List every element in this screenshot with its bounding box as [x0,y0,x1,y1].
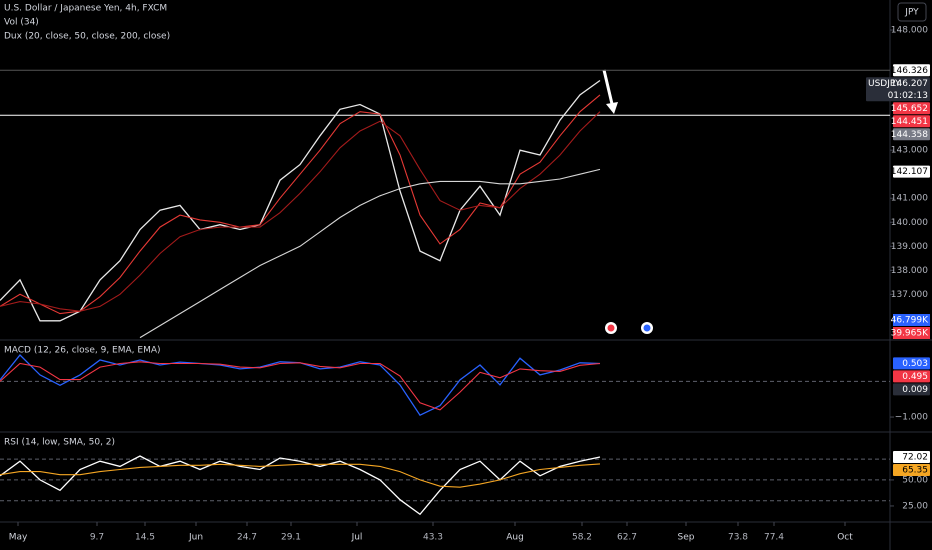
price-label-box [893,357,930,370]
volume-label-box [893,327,930,339]
event-icon[interactable] [605,322,617,334]
price-label-box [893,450,930,463]
y-tick-label: 148.000 [891,26,928,36]
price-label-text: 0.009 [902,385,928,395]
x-tick-label: 29.1 [281,533,301,543]
y-tick-label: 50.00 [902,475,928,485]
volume-label: 46.799K [891,316,929,326]
currency-label[interactable]: JPY [904,8,919,18]
x-tick-label: 43.3 [423,533,443,543]
price-label: 0.495 [893,370,930,383]
price-label-text: 146.207 [891,79,928,89]
arrow [602,69,618,114]
price-label: 144.358 [891,128,930,141]
currency-button[interactable] [897,2,927,22]
price-label-box [893,463,930,476]
price-label-text: 0.503 [902,359,928,369]
price-label-text: 0.495 [902,372,928,382]
x-tick-label: May [9,533,28,543]
countdown: 01:02:13 [888,91,928,101]
indicator-label: Vol (34) [4,18,39,28]
price-label-text: 144.451 [891,117,928,127]
price-label: 0.009 [893,383,930,396]
price-label-text: 144.358 [891,130,928,140]
series-line [0,361,601,411]
volume-label-box [893,314,930,326]
pane-title: RSI (14, low, SMA, 50, 2) [4,438,115,448]
price-label-box [866,77,930,102]
series-line [0,79,601,322]
price-label-box [893,383,930,396]
y-tick-label: −1.000 [895,413,929,423]
price-label: 72.02 [893,450,930,463]
price-label: 145.652 [891,102,930,115]
price-label-text: 65.35 [902,465,928,475]
price-label-text: 142.107 [891,167,928,177]
y-tick-label: 137.000 [891,290,928,300]
series-line [0,111,601,312]
price-label-box [893,102,930,115]
symbol-label: USDJPY [868,79,901,89]
x-tick-label: Aug [506,533,524,543]
price-label-box [893,64,930,77]
pane-title: MACD (12, 26, close, 9, EMA, EMA) [4,346,161,356]
x-tick-label: 14.5 [135,533,155,543]
x-tick-label: Oct [837,533,853,543]
y-tick-label: 140.000 [891,218,928,228]
y-tick-label: 141.000 [891,194,928,204]
price-label-text: 146.326 [891,66,928,76]
y-tick-label: 139.000 [891,242,928,252]
x-tick-label: 62.7 [617,533,637,543]
price-label: 142.107 [891,165,930,178]
x-tick-label: 77.4 [764,533,784,543]
y-tick-label: 143.000 [891,146,928,156]
x-tick-label: 58.2 [572,533,592,543]
chart-title: U.S. Dollar / Japanese Yen, 4h, FXCM [4,4,167,14]
price-label-box [893,115,930,128]
x-tick-label: Sep [678,533,695,543]
x-tick-label: 9.7 [90,533,104,543]
x-tick-label: 73.8 [728,533,748,543]
price-label: 65.35 [893,463,930,476]
price-label-text: 145.652 [891,104,928,114]
volume-label: 39.965K [891,329,929,339]
price-label-text: 72.02 [902,452,928,462]
x-tick-label: Jul [351,533,363,543]
price-label: 0.503 [893,357,930,370]
y-tick-label: 25.00 [902,501,928,511]
price-label-box [893,165,930,178]
x-tick-label: Jun [188,533,203,543]
price-label: 146.326 [891,64,930,77]
price-label-box [893,370,930,383]
price-label: 144.451 [891,115,930,128]
price-label-box [893,128,930,141]
indicator-label: Dux (20, close, 50, close, 200, close) [4,32,170,42]
series-line [139,168,601,339]
event-icon[interactable] [641,322,653,334]
x-tick-label: 24.7 [237,533,257,543]
series-line [0,463,601,488]
y-tick-label: 138.000 [891,266,928,276]
